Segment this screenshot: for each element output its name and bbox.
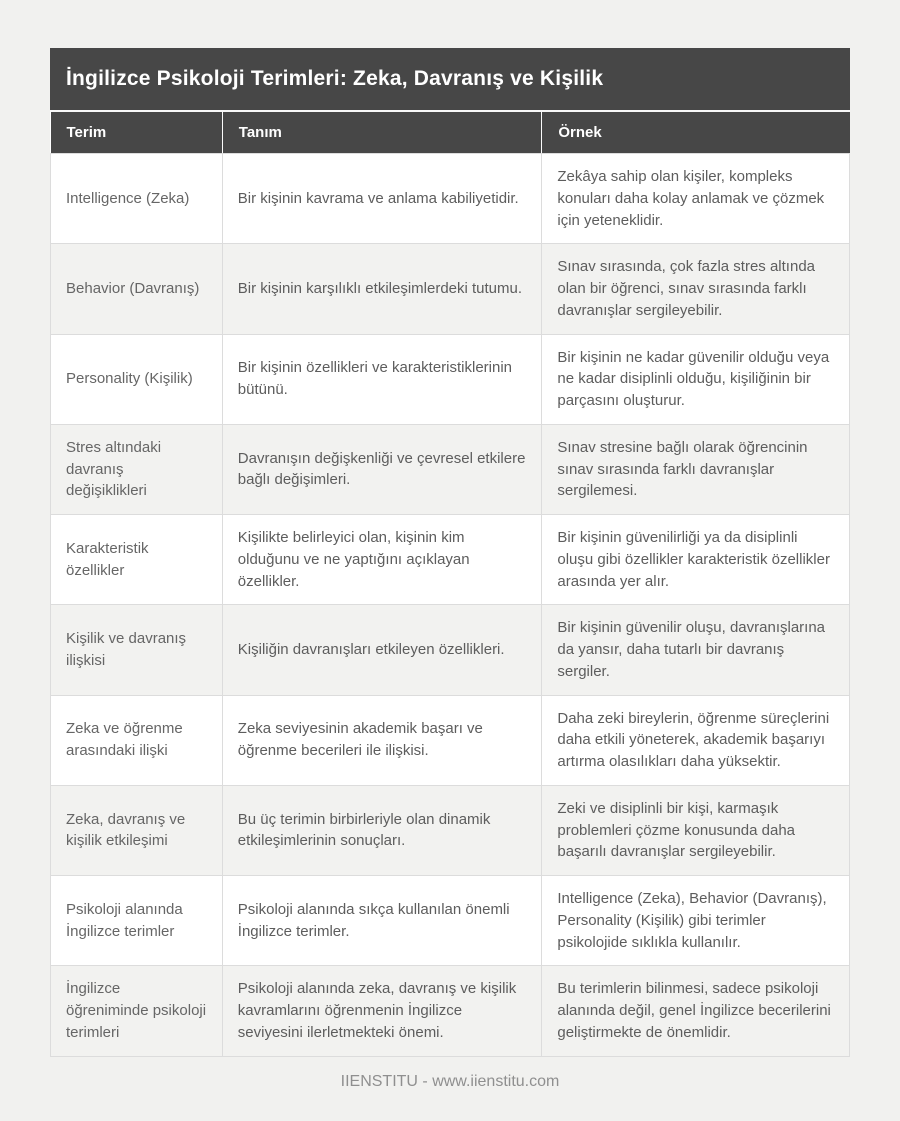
- table-row: Behavior (Davranış) Bir kişinin karşılık…: [50, 243, 850, 335]
- table-row: Zeka ve öğrenme arasındaki ilişki Zeka s…: [50, 694, 850, 786]
- definition-cell: Psikoloji alanında zeka, davranış ve kiş…: [221, 965, 543, 1057]
- term-cell: Stres altındaki davranış değişiklikleri: [50, 423, 223, 516]
- definition-cell: Kişiliğin davranışları etkileyen özellik…: [221, 604, 543, 696]
- column-header-ornek: Örnek: [541, 112, 850, 154]
- header-row: Terim Tanım Örnek: [50, 112, 850, 154]
- table-row: Karakteristik özellikler Kişilikte belir…: [50, 513, 850, 606]
- definition-cell: Kişilikte belirleyici olan, kişinin kim …: [221, 513, 543, 606]
- example-cell: Bir kişinin güvenilir oluşu, davranışlar…: [541, 604, 850, 696]
- definition-cell: Bu üç terimin birbirleriyle olan dinamik…: [221, 784, 543, 877]
- term-cell: Personality (Kişilik): [50, 333, 223, 425]
- term-cell: Karakteristik özellikler: [50, 513, 223, 606]
- definition-cell: Bir kişinin kavrama ve anlama kabiliyeti…: [221, 152, 543, 245]
- table-row: Stres altındaki davranış değişiklikleri …: [50, 423, 850, 516]
- column-header-terim: Terim: [50, 112, 223, 154]
- definition-cell: Bir kişinin özellikleri ve karakteristik…: [221, 333, 543, 425]
- example-cell: Bir kişinin güvenilirliği ya da disiplin…: [541, 513, 850, 606]
- term-cell: Zeka, davranış ve kişilik etkileşimi: [50, 784, 223, 877]
- page-title: İngilizce Psikoloji Terimleri: Zeka, Dav…: [50, 48, 850, 112]
- table-body: Intelligence (Zeka) Bir kişinin kavrama …: [50, 152, 850, 1057]
- definition-cell: Bir kişinin karşılıklı etkileşimlerdeki …: [221, 243, 543, 335]
- column-header-tanim: Tanım: [221, 112, 542, 154]
- definition-cell: Davranışın değişkenliği ve çevresel etki…: [221, 423, 543, 516]
- term-cell: Zeka ve öğrenme arasındaki ilişki: [50, 694, 223, 786]
- term-cell: Kişilik ve davranış ilişkisi: [50, 604, 223, 696]
- footer-text: IIENSTITU - www.iienstitu.com: [340, 1072, 560, 1090]
- example-cell: Zeki ve disiplinli bir kişi, karmaşık pr…: [541, 784, 850, 877]
- example-cell: Zekâya sahip olan kişiler, kompleks konu…: [541, 152, 850, 245]
- table-row: İngilizce öğreniminde psikoloji terimler…: [50, 965, 850, 1057]
- term-cell: Psikoloji alanında İngilizce terimler: [50, 874, 223, 967]
- definition-cell: Psikoloji alanında sıkça kullanılan önem…: [221, 874, 543, 967]
- table-row: Intelligence (Zeka) Bir kişinin kavrama …: [50, 152, 850, 245]
- table-row: Zeka, davranış ve kişilik etkileşimi Bu …: [50, 784, 850, 877]
- example-cell: Daha zeki bireylerin, öğrenme süreçlerin…: [541, 694, 850, 786]
- example-cell: Sınav stresine bağlı olarak öğrencinin s…: [541, 423, 850, 516]
- example-cell: Bir kişinin ne kadar güvenilir olduğu ve…: [541, 333, 850, 425]
- term-cell: Behavior (Davranış): [50, 243, 223, 335]
- example-cell: Bu terimlerin bilinmesi, sadece psikoloj…: [541, 965, 850, 1057]
- term-cell: Intelligence (Zeka): [50, 152, 223, 245]
- example-cell: Intelligence (Zeka), Behavior (Davranış)…: [541, 874, 850, 967]
- table-row: Psikoloji alanında İngilizce terimler Ps…: [50, 874, 850, 967]
- table-header: Terim Tanım Örnek: [50, 112, 850, 154]
- example-cell: Sınav sırasında, çok fazla stres altında…: [541, 243, 850, 335]
- table-row: Kişilik ve davranış ilişkisi Kişiliğin d…: [50, 604, 850, 696]
- term-cell: İngilizce öğreniminde psikoloji terimler…: [50, 965, 223, 1057]
- definition-cell: Zeka seviyesinin akademik başarı ve öğre…: [221, 694, 543, 786]
- terms-table: Terim Tanım Örnek Intelligence (Zeka) Bi…: [50, 112, 850, 1057]
- terms-card: İngilizce Psikoloji Terimleri: Zeka, Dav…: [50, 48, 850, 1057]
- table-row: Personality (Kişilik) Bir kişinin özelli…: [50, 333, 850, 425]
